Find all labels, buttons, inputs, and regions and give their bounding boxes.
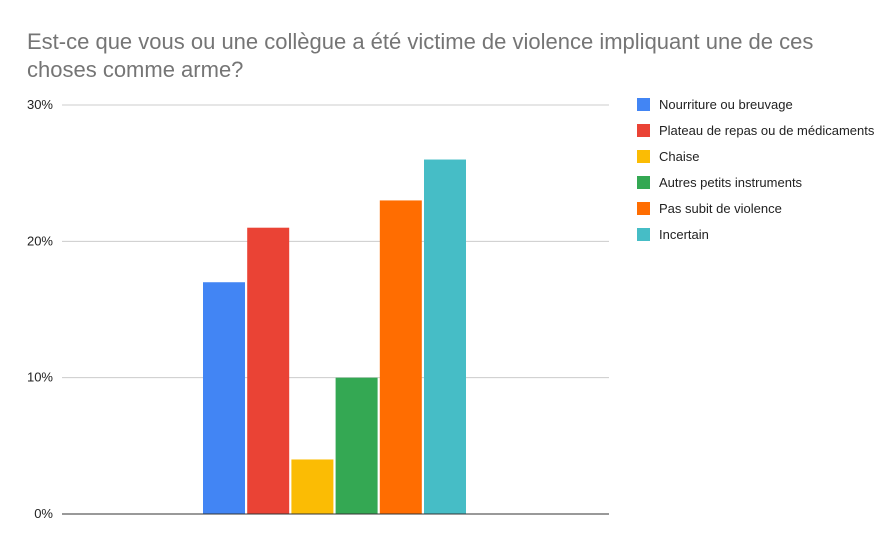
bar-3 — [291, 459, 334, 514]
chart-title: Est-ce que vous ou une collègue a été vi… — [27, 29, 814, 82]
y-tick-labels: 0% 10% 20% 30% — [27, 97, 53, 521]
legend-label: Nourriture ou breuvage — [659, 97, 793, 112]
legend-label: Plateau de repas ou de médicaments — [659, 123, 875, 138]
bar-6 — [424, 159, 466, 515]
bar-4 — [335, 377, 378, 514]
legend-swatch — [637, 176, 650, 189]
legend-item: Plateau de repas ou de médicaments — [637, 123, 882, 138]
legend-label: Incertain — [659, 227, 709, 242]
legend-swatch — [637, 150, 650, 163]
bar-5 — [379, 200, 422, 514]
plot-area: 0% 10% 20% 30% — [27, 97, 609, 521]
y-tick-label: 10% — [27, 370, 53, 385]
legend-item: Nourriture ou breuvage — [637, 97, 882, 112]
legend-swatch — [637, 98, 650, 111]
legend-swatch — [637, 202, 650, 215]
legend-label: Chaise — [659, 149, 700, 164]
bar-1 — [203, 282, 245, 514]
legend-swatch — [637, 228, 650, 241]
y-tick-label: 0% — [34, 506, 53, 521]
gridlines — [62, 104, 609, 379]
y-tick-label: 30% — [27, 97, 53, 112]
legend-swatch — [637, 124, 650, 137]
legend-item: Chaise — [637, 149, 882, 164]
legend-item: Pas subit de violence — [637, 201, 882, 216]
legend-item: Incertain — [637, 227, 882, 242]
bars — [203, 159, 466, 515]
legend-item: Autres petits instruments — [637, 175, 882, 190]
legend-label: Pas subit de violence — [659, 201, 782, 216]
bar-2 — [247, 227, 290, 514]
legend: Nourriture ou breuvage Plateau de repas o… — [637, 97, 882, 253]
y-tick-label: 20% — [27, 233, 53, 248]
legend-label: Autres petits instruments — [659, 175, 803, 190]
